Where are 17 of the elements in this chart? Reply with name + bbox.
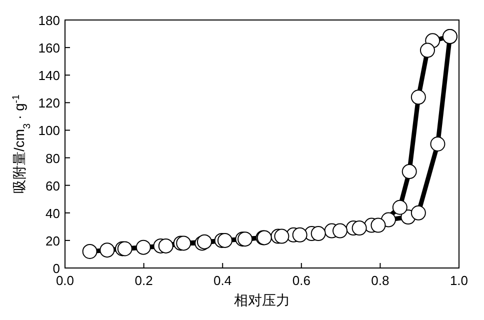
y-tick-label: 80 [46, 150, 60, 166]
x-tick-label: 0.2 [134, 273, 153, 288]
x-tick-label: 0.4 [214, 273, 232, 288]
x-tick-label: 0.0 [56, 273, 74, 288]
x-axis-title: 相对压力 [234, 292, 290, 308]
y-tick-label: 40 [46, 206, 60, 221]
y-tick-label: 140 [38, 68, 60, 84]
y-tick-label: 60 [46, 178, 60, 194]
y-tick-label: 0 [52, 261, 60, 276]
x-tick-label: 1.0 [450, 273, 468, 288]
x-tick-label: 0.6 [292, 273, 310, 288]
y-tick-label: 20 [46, 233, 60, 248]
y-tick-label: 180 [38, 13, 60, 28]
x-tick-label: 0.8 [371, 273, 390, 288]
y-tick-label: 120 [38, 96, 60, 111]
y-tick-label: 160 [38, 40, 60, 56]
y-tick-label: 100 [38, 123, 60, 138]
